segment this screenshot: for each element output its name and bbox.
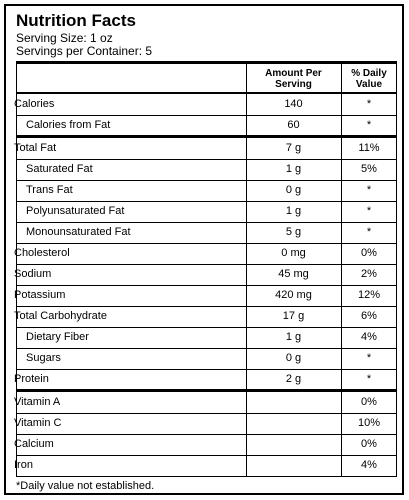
rule [16,243,397,244]
daily-value: * [366,98,372,110]
rule [16,476,397,477]
rule-thick [16,61,397,64]
row-label: Iron [14,459,33,471]
daily-value: 10% [357,417,381,429]
daily-value: 6% [361,310,377,322]
row-label: Calcium [14,438,54,450]
rule [16,434,397,435]
daily-value: * [366,373,372,385]
amount: 420 mg [275,289,312,301]
rule [16,455,397,456]
daily-value: * [366,226,372,238]
rule [16,285,397,286]
daily-value: 11% [358,142,380,154]
daily-value: 12% [357,289,381,301]
column-rule [341,64,342,476]
daily-value: 2% [361,268,377,280]
amount: 0 mg [281,247,306,259]
rule [16,180,397,181]
rule [16,222,397,223]
column-header: Amount Per Serving [265,68,322,90]
amount: 17 g [282,310,305,322]
row-label: Vitamin A [14,396,61,408]
daily-value: * [366,119,372,131]
amount: 140 [284,98,303,110]
rule-thick [16,389,397,392]
title: Nutrition Facts [16,11,136,30]
daily-value: 4% [361,331,377,343]
rule [16,348,397,349]
rule [16,327,397,328]
daily-value: 0% [361,247,377,259]
daily-value: * [366,352,372,364]
row-label: Dietary Fiber [26,331,89,343]
row-label: Cholesterol [14,247,70,259]
row-label: Trans Fat [26,184,73,196]
rule-thick [16,135,397,138]
column-rule [246,64,247,476]
row-label: Vitamin C [14,417,62,429]
row-label: Monounsaturated Fat [26,226,131,238]
daily-value: 0% [361,438,377,450]
row-label: Saturated Fat [26,163,93,175]
daily-value: 4% [361,459,377,471]
column-rule [396,64,397,476]
rule [16,159,397,160]
amount: 2 g [285,373,302,385]
nutrition-label: Nutrition Facts Serving Size: 1 oz Servi… [4,4,404,495]
rule-thick [16,92,397,94]
rule [16,115,397,116]
rule [16,201,397,202]
daily-value: 0% [361,396,377,408]
rule [16,264,397,265]
amount: 45 mg [278,268,309,280]
row-label: Total Fat [14,142,57,154]
rule [16,413,397,414]
row-label: Protein [14,373,49,385]
row-label: Calories [14,98,55,110]
row-label: Potassium [14,289,66,301]
row-label: Calories from Fat [26,119,111,131]
amount: 1 g [285,163,302,175]
row-label: Sugars [26,352,61,364]
row-label: Polyunsaturated Fat [26,205,125,217]
footnote: *Daily value not established. [16,480,155,492]
row-label: Sodium [14,268,52,280]
serving-size: Serving Size: 1 oz [16,31,113,45]
amount: 0 g [285,184,302,196]
daily-value: * [366,184,372,196]
column-header: % Daily Value [351,68,387,90]
column-rule [16,64,17,476]
amount: 7 g [285,142,302,154]
daily-value: * [366,205,372,217]
amount: 1 g [285,331,302,343]
amount: 5 g [285,226,302,238]
rule [16,306,397,307]
rule [16,369,397,370]
servings-per-container: Servings per Container: 5 [16,44,153,58]
daily-value: 5% [361,163,377,175]
amount: 1 g [285,205,302,217]
row-label: Total Carbohydrate [14,310,107,322]
amount: 60 [287,119,300,131]
amount: 0 g [285,352,302,364]
